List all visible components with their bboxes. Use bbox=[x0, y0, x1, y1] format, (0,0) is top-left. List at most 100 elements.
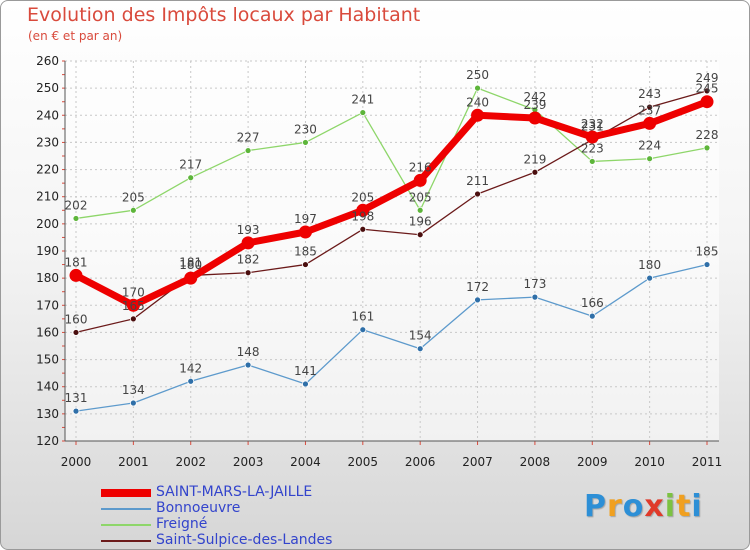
chart-title: Evolution des Impôts locaux par Habitant bbox=[27, 4, 421, 26]
data-point bbox=[528, 111, 542, 125]
y-tick-label: 150 bbox=[36, 353, 59, 367]
data-point bbox=[646, 274, 654, 282]
y-tick-label: 190 bbox=[36, 244, 59, 258]
data-point bbox=[298, 225, 312, 239]
grid-lines bbox=[65, 60, 719, 442]
y-tick-label: 200 bbox=[36, 217, 59, 231]
data-label: 240 bbox=[466, 95, 489, 109]
data-label: 165 bbox=[122, 299, 145, 313]
legend-swatch bbox=[101, 540, 151, 542]
data-label: 198 bbox=[351, 209, 374, 223]
data-point bbox=[474, 296, 481, 304]
data-point bbox=[413, 173, 427, 187]
data-label: 237 bbox=[638, 103, 661, 117]
data-point bbox=[416, 206, 424, 214]
logo-letter: x bbox=[644, 489, 665, 524]
data-point bbox=[531, 168, 539, 176]
y-tick-label: 170 bbox=[36, 298, 59, 312]
data-label: 197 bbox=[294, 212, 317, 226]
data-point bbox=[302, 380, 309, 388]
y-tick-labels: 120 130 140 150 160 170 180 190 200 210 220 230 240 2… bbox=[36, 54, 59, 448]
data-point bbox=[588, 312, 596, 320]
legend-label: Saint-Sulpice-des-Landes bbox=[156, 532, 333, 548]
data-point bbox=[244, 361, 252, 369]
data-label: 216 bbox=[409, 160, 432, 174]
data-point bbox=[585, 130, 599, 144]
data-point bbox=[302, 261, 309, 268]
data-label: 242 bbox=[523, 90, 546, 104]
data-point bbox=[187, 174, 195, 182]
data-label: 193 bbox=[237, 223, 260, 237]
y-tick-label: 140 bbox=[36, 380, 59, 394]
data-label: 166 bbox=[581, 296, 604, 310]
logo-letter: i bbox=[691, 489, 703, 524]
y-tick-label: 250 bbox=[36, 81, 59, 95]
data-point bbox=[471, 108, 485, 122]
data-label: 205 bbox=[351, 190, 374, 204]
data-label: 172 bbox=[466, 280, 489, 294]
data-label: 180 bbox=[179, 258, 202, 272]
data-point bbox=[588, 158, 596, 165]
data-label: 185 bbox=[696, 245, 719, 259]
x-tick-label: 2002 bbox=[175, 455, 206, 469]
series-layer bbox=[69, 84, 714, 415]
y-tick-label: 120 bbox=[36, 434, 59, 448]
data-point bbox=[69, 268, 83, 282]
data-point bbox=[241, 236, 255, 250]
data-point bbox=[302, 139, 309, 146]
axes bbox=[62, 60, 719, 445]
data-point bbox=[474, 84, 481, 92]
data-label: 230 bbox=[294, 122, 317, 136]
data-label: 219 bbox=[523, 152, 546, 166]
x-tick-label: 2009 bbox=[577, 455, 608, 469]
data-label: 250 bbox=[466, 68, 489, 82]
x-tick-label: 2004 bbox=[290, 455, 321, 469]
data-point bbox=[72, 329, 80, 336]
data-point bbox=[703, 261, 711, 268]
data-label: 243 bbox=[638, 87, 661, 101]
y-tick-label: 240 bbox=[36, 108, 59, 122]
data-point bbox=[646, 103, 654, 111]
data-label: 185 bbox=[294, 245, 317, 259]
data-point bbox=[474, 190, 481, 198]
data-point bbox=[646, 155, 654, 163]
data-label: 170 bbox=[122, 285, 145, 299]
x-tick-label: 2001 bbox=[118, 455, 149, 469]
data-label: 134 bbox=[122, 383, 145, 397]
series-line-1 bbox=[75, 263, 708, 412]
data-label: 148 bbox=[237, 345, 260, 359]
data-point bbox=[359, 225, 367, 233]
data-label: 161 bbox=[351, 310, 374, 324]
data-label: 228 bbox=[696, 128, 719, 142]
data-point bbox=[356, 203, 370, 217]
x-tick-label: 2010 bbox=[634, 455, 665, 469]
x-tick-label: 2000 bbox=[61, 455, 92, 469]
data-point bbox=[187, 377, 195, 385]
x-tick-label: 2005 bbox=[348, 455, 379, 469]
data-point bbox=[126, 298, 140, 312]
legend-label: SAINT-MARS-LA-JAILLE bbox=[156, 484, 313, 500]
data-label: 142 bbox=[179, 361, 202, 375]
x-tick-label: 2011 bbox=[692, 455, 723, 469]
series-line-2 bbox=[75, 87, 708, 220]
data-label: 227 bbox=[237, 131, 260, 145]
data-label: 239 bbox=[523, 98, 546, 112]
data-label: 231 bbox=[581, 120, 604, 134]
data-label: 217 bbox=[179, 158, 202, 172]
x-tick-label: 2003 bbox=[233, 455, 264, 469]
data-label: 154 bbox=[409, 329, 432, 343]
data-point bbox=[531, 293, 539, 301]
data-point bbox=[700, 95, 714, 109]
data-point bbox=[129, 399, 137, 407]
logo-letter: t bbox=[676, 489, 692, 524]
data-point bbox=[643, 116, 657, 130]
data-point bbox=[129, 315, 137, 323]
data-point bbox=[703, 87, 711, 95]
y-tick-label: 260 bbox=[36, 54, 59, 68]
data-label: 224 bbox=[638, 139, 661, 153]
data-point bbox=[244, 269, 252, 277]
data-label: 241 bbox=[351, 93, 374, 107]
legend-swatch bbox=[101, 489, 151, 497]
legend-label: Bonnoeuvre bbox=[156, 500, 241, 516]
